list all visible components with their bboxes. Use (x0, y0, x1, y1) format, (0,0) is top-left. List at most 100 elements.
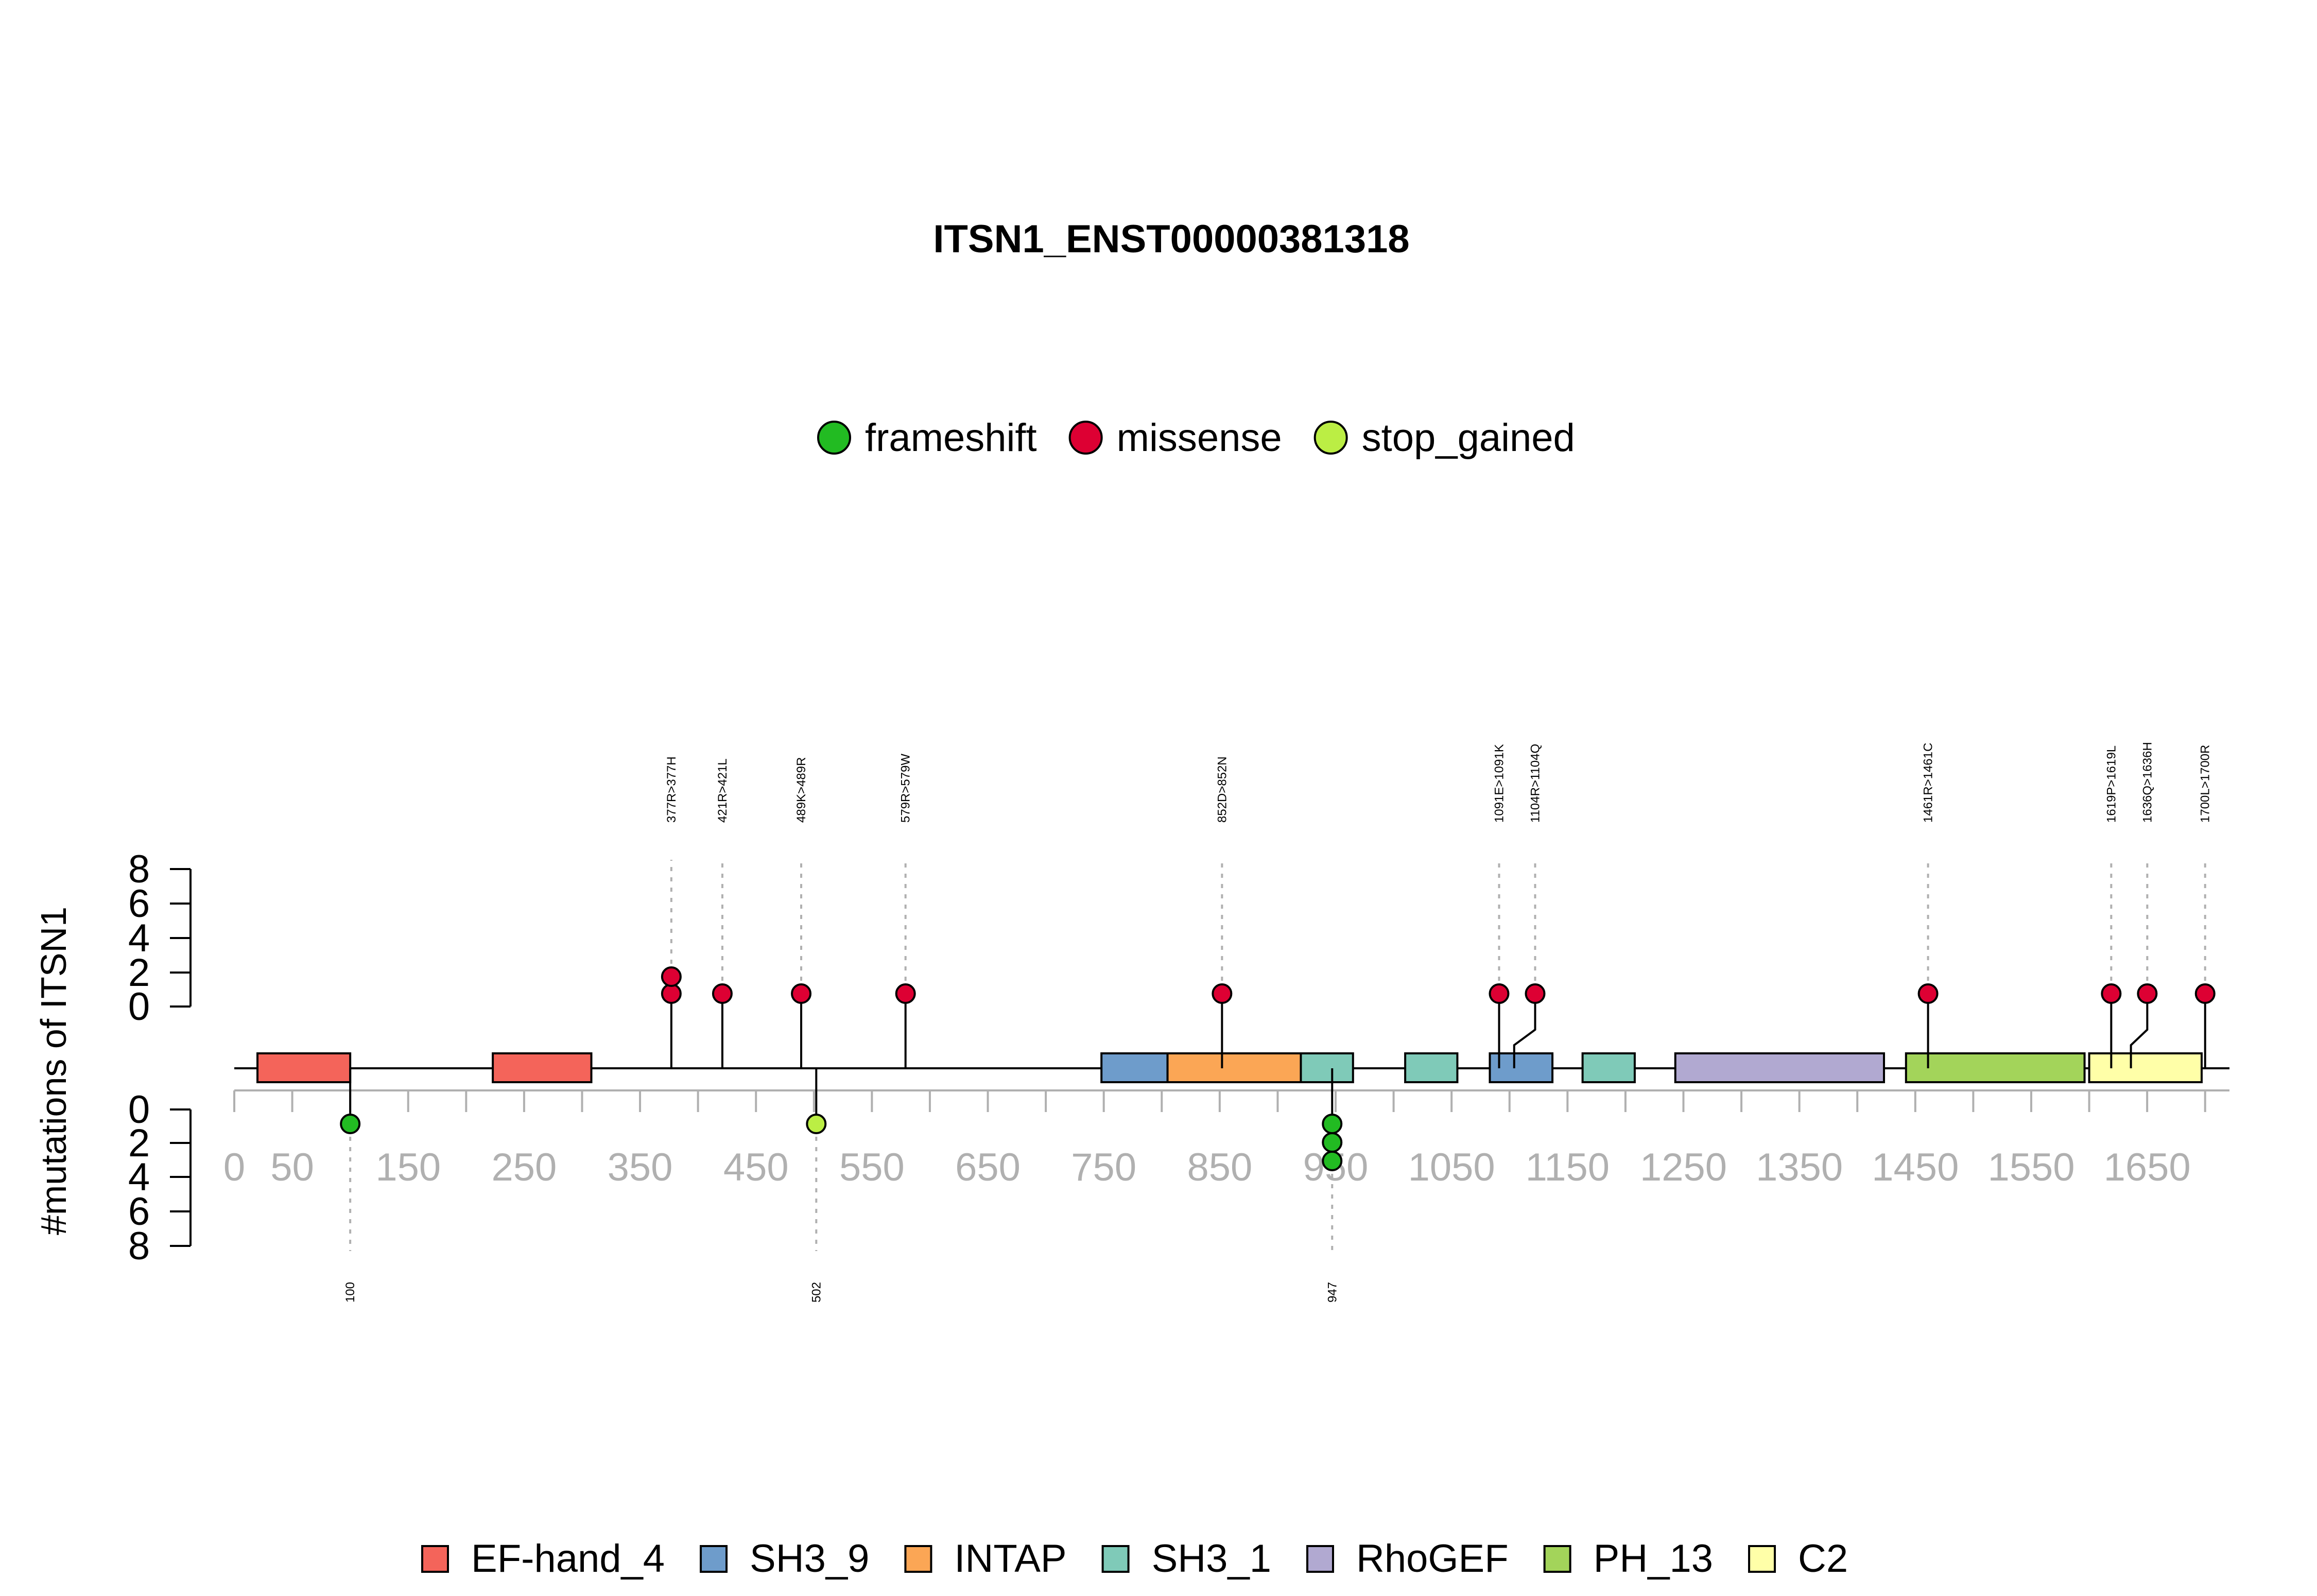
domain-C2 (2088, 1052, 2203, 1083)
mutation-label: 1461R>1461C (1922, 743, 1935, 823)
lollipop-top: 579R>579W (895, 754, 916, 1068)
x-tick-label: 850 (1187, 1146, 1252, 1189)
mutation-marker (1322, 1132, 1343, 1153)
lollipop-stem (2130, 994, 2149, 1068)
mutation-label: 100 (343, 1282, 357, 1303)
x-tick-label: 650 (955, 1146, 1021, 1189)
lollipop-bottom: 502 (806, 1068, 827, 1303)
mutation-marker (1322, 1151, 1343, 1171)
x-tick-label: 1050 (1408, 1146, 1495, 1189)
legend-missense-marker (1068, 421, 1103, 455)
legend-stop_gained-label: stop_gained (1362, 416, 1575, 460)
lollipop-top: 489K>489R (791, 757, 812, 1068)
mutation-marker (661, 983, 682, 1004)
domain-RhoGEF (1674, 1052, 1886, 1083)
mutation-label: 377R>377H (665, 756, 679, 823)
lollipop-top: 421R>421L (712, 758, 733, 1068)
x-tick-label: 550 (839, 1146, 905, 1189)
x-tick-label: 1450 (1872, 1146, 1959, 1189)
lollipop-top: 1619P>1619L (2101, 745, 2122, 1068)
legend-domain-swatch (1306, 1545, 1334, 1573)
mutation-label: 1104R>1104Q (1528, 744, 1542, 823)
mutation-marker (1212, 983, 1233, 1004)
y-axis-label: #mutations of ITSN1 (33, 907, 74, 1235)
mutation-label: 421R>421L (716, 758, 730, 823)
lollipop-top: 377R>377H (661, 756, 682, 1068)
domain-PH_13 (1905, 1052, 2086, 1083)
mutation-marker (2137, 983, 2158, 1004)
mutation-marker (340, 1114, 361, 1134)
mutation-marker (661, 966, 682, 987)
lollipops-top: 377R>377H 421R>421L 489K>489R 579R>579W 852D… (661, 742, 2216, 1068)
mutation-marker (806, 1114, 827, 1134)
mutation-label: 1700L>1700R (2199, 745, 2212, 823)
x-tick-label: 1650 (2104, 1146, 2191, 1189)
mutation-marker (791, 983, 812, 1004)
domain-boxes (256, 1052, 2203, 1083)
mutation-marker (1489, 983, 1510, 1004)
legend-domain-swatch (421, 1545, 449, 1573)
mutation-label: 1636Q>1636H (2140, 742, 2154, 823)
domain-legend: EF-hand_4 SH3_9 INTAP SH3_1 RhoGEF PH_13 C2 (421, 1537, 1848, 1581)
mutation-marker (1917, 983, 1939, 1004)
legend-domain-label: SH3_1 (1152, 1537, 1271, 1581)
y-tick-label-top: 4 (128, 916, 150, 960)
legend-stop_gained-marker (1313, 421, 1348, 455)
mutation-marker (712, 983, 733, 1004)
legend-domain-swatch (1543, 1545, 1571, 1573)
legend-domain-swatch (700, 1545, 728, 1573)
chart-title: ITSN1_ENST00000381318 (933, 217, 1409, 261)
domain-SH3_1 (1300, 1052, 1354, 1083)
legend-domain-label: PH_13 (1594, 1537, 1713, 1581)
legend-domain-label: RhoGEF (1356, 1537, 1509, 1581)
y-tick-label-bottom: 8 (128, 1224, 150, 1268)
x-tick-label: 150 (375, 1146, 441, 1189)
domain-INTAP (1166, 1052, 1302, 1083)
domain-EF-hand_4 (256, 1052, 352, 1083)
legend-missense-label: missense (1117, 416, 1282, 460)
legend-domain-label: C2 (1798, 1537, 1848, 1581)
y-tick-label-top: 0 (128, 985, 150, 1029)
y-tick-label-bottom: 2 (128, 1121, 150, 1165)
y-tick-label-bottom: 4 (128, 1155, 150, 1199)
legend-frameshift-label: frameshift (865, 416, 1037, 460)
x-tick-label: 750 (1071, 1146, 1136, 1189)
x-tick-label: 1150 (1526, 1146, 1610, 1189)
legend-frameshift-marker (817, 421, 851, 455)
lollipop-top: 1700L>1700R (2194, 745, 2216, 1068)
domain-EF-hand_4 (492, 1052, 593, 1083)
lollipop-bottom: 947 (1322, 1068, 1343, 1303)
y-tick-label-bottom: 0 (128, 1088, 150, 1132)
mutation-label: 489K>489R (794, 757, 808, 823)
legend-domain-swatch (1748, 1545, 1776, 1573)
mutation-marker (2194, 983, 2216, 1004)
domain-SH3_1 (1404, 1052, 1459, 1083)
mutation-marker (1525, 983, 1546, 1004)
x-tick-label: 50 (270, 1146, 314, 1189)
legend-domain-label: SH3_9 (750, 1537, 869, 1581)
lollipop-top: 1461R>1461C (1917, 743, 1939, 1068)
mutation-legend: frameshift missense stop_gained (817, 416, 1575, 460)
lollipop-top: 1104R>1104Q (1513, 744, 1546, 1068)
legend-domain-swatch (1101, 1545, 1130, 1573)
mutation-label: 1619P>1619L (2104, 745, 2118, 823)
x-tick-label: 0 (223, 1146, 245, 1189)
mutation-marker (1322, 1114, 1343, 1134)
y-tick-label-top: 2 (128, 951, 150, 995)
x-tick-label: 250 (491, 1146, 557, 1189)
mutation-label: 579R>579W (899, 754, 913, 823)
mutation-marker (895, 983, 916, 1004)
lollipops-bottom: 100 502 947 (340, 1068, 1343, 1303)
lollipop-top: 1091E>1091K (1489, 744, 1510, 1068)
y-tick-label-top: 8 (128, 847, 150, 891)
x-tick-label: 350 (608, 1146, 673, 1189)
lollipop-stem (1513, 994, 1536, 1068)
x-tick-label: 1250 (1640, 1146, 1727, 1189)
domain-SH3_9 (1489, 1052, 1554, 1083)
mutation-label: 1091E>1091K (1492, 744, 1506, 823)
domain-SH3_9 (1100, 1052, 1169, 1083)
lollipop-top: 852D>852N (1212, 756, 1233, 1068)
lollipop-top: 1636Q>1636H (2130, 742, 2158, 1068)
